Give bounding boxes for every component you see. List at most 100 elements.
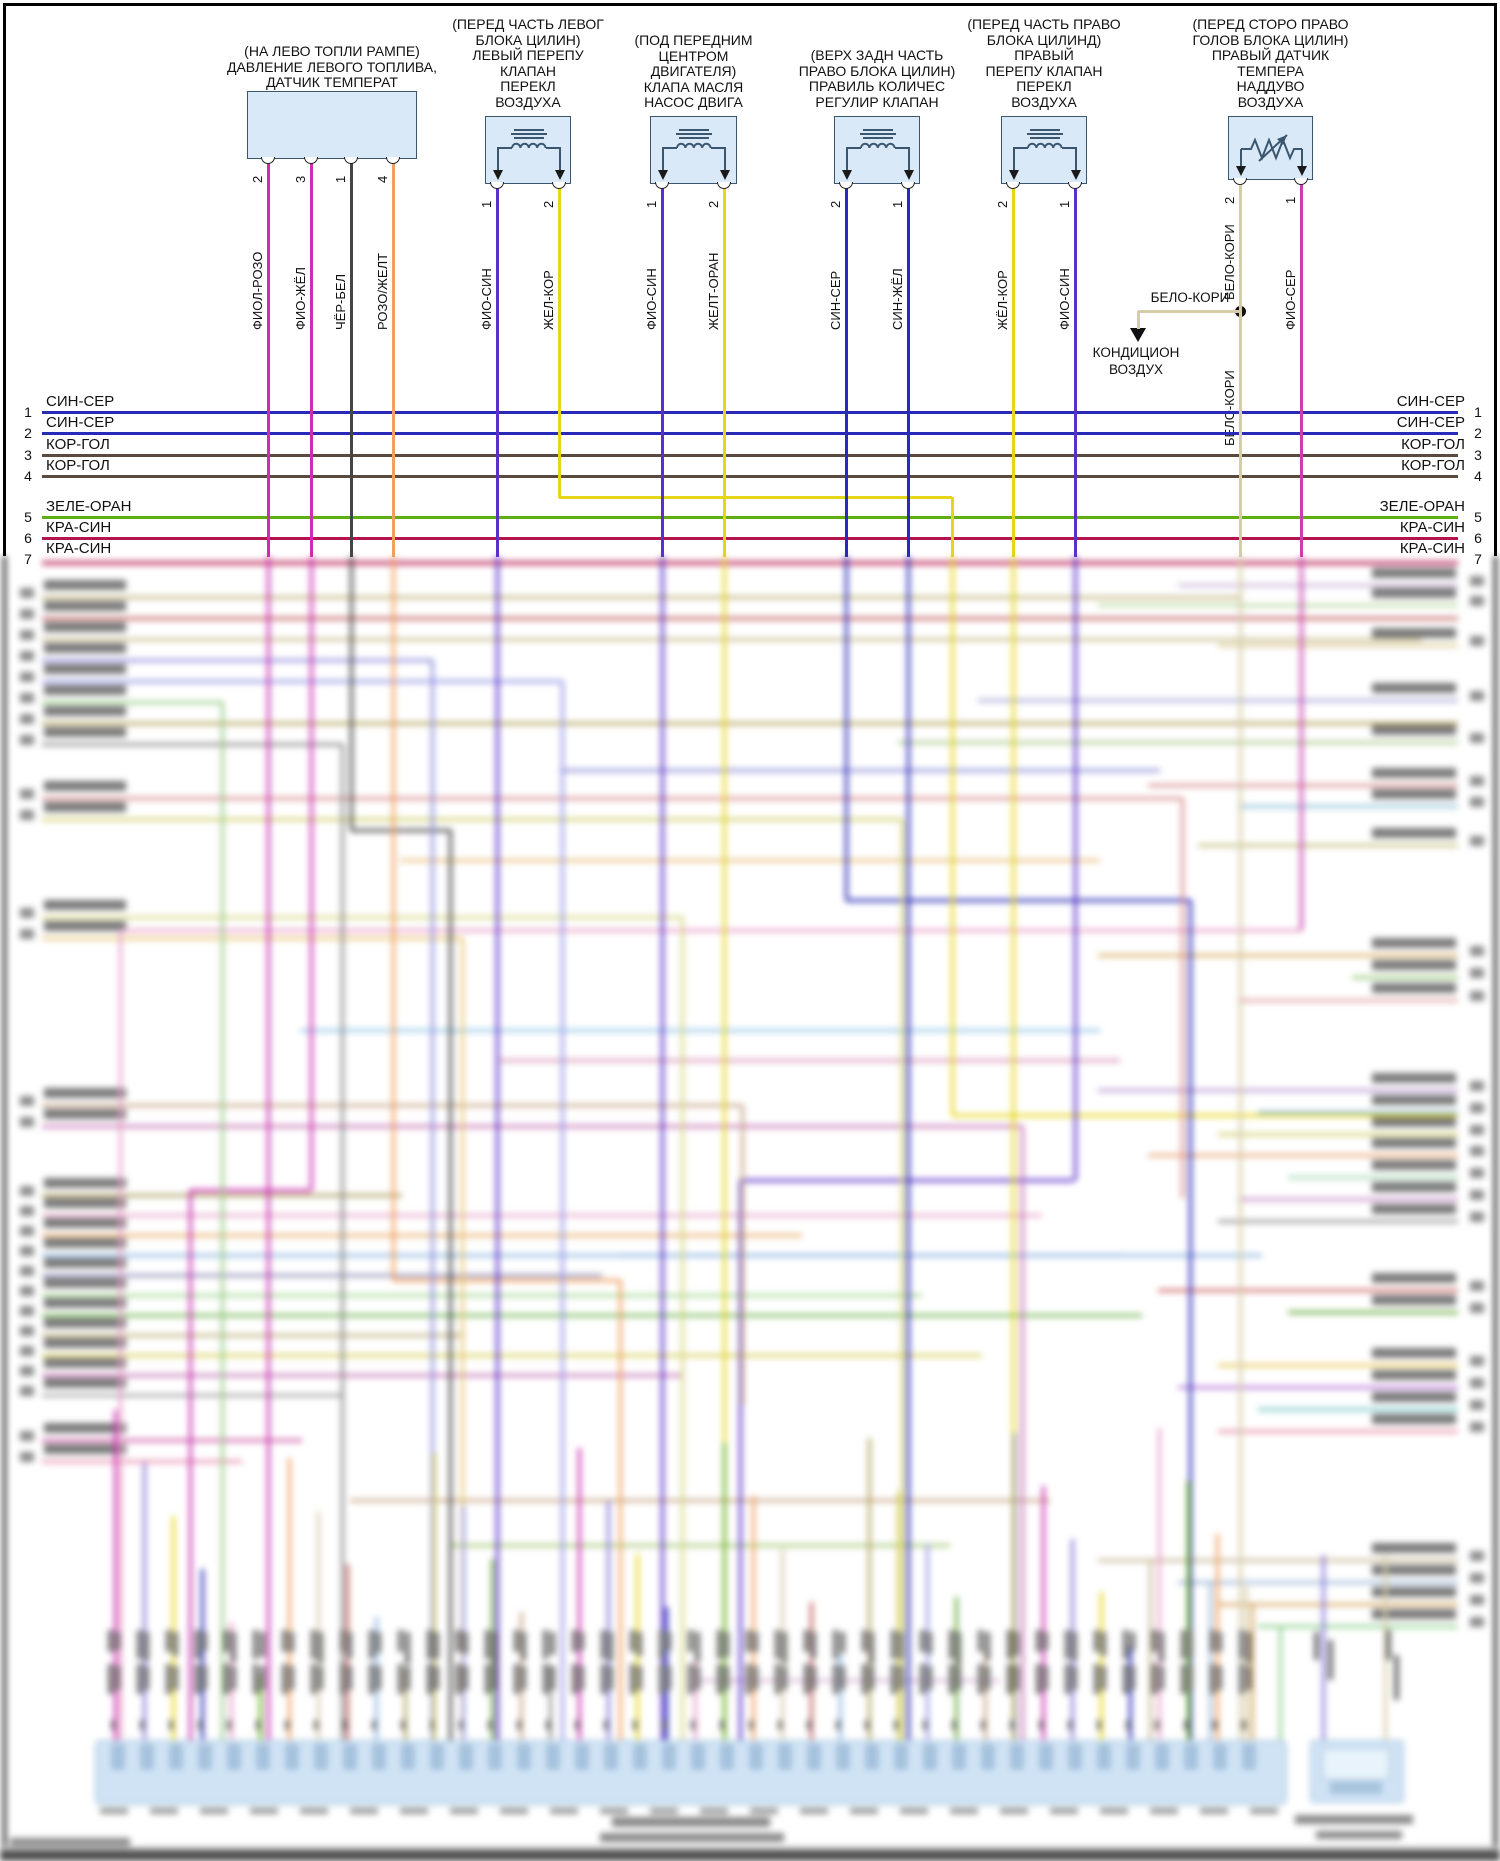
blur-wire — [42, 796, 1182, 800]
blur-text-blob — [1372, 1160, 1456, 1170]
blur-wire — [900, 819, 904, 1740]
blur-text-blob — [347, 1666, 352, 1690]
blur-text-blob — [311, 1664, 316, 1694]
connector-pin — [257, 1745, 269, 1769]
blur-text-blob — [981, 1720, 985, 1730]
blur-wire — [450, 1543, 950, 1547]
blur-text-blob — [840, 1666, 845, 1690]
blur-wire — [1238, 556, 1242, 1740]
blur-text-blob — [20, 789, 34, 799]
bus-number-left-1: 1 — [24, 404, 32, 420]
blur-wire — [1278, 1626, 1282, 1742]
blur-text-blob — [782, 1632, 787, 1663]
blur-text-blob — [1043, 1666, 1048, 1690]
blur-text-blob — [1372, 1609, 1456, 1619]
thermistor-icon — [1236, 134, 1307, 176]
blur-text-blob — [1470, 636, 1484, 646]
blur-text-blob — [514, 1664, 519, 1694]
blur-wire — [143, 1463, 146, 1742]
bus-number-right-4: 4 — [1474, 468, 1482, 484]
blur-text-blob — [1372, 1295, 1456, 1305]
blur-text-blob — [1242, 1720, 1246, 1730]
blur-text-blob — [340, 1664, 345, 1694]
blur-text-blob — [1184, 1720, 1188, 1730]
blur-text-blob — [456, 1630, 461, 1652]
connector-pin — [808, 1745, 820, 1769]
wire-segment — [1238, 178, 1242, 557]
pin-arc — [901, 182, 915, 189]
wire-segment — [1136, 311, 1140, 329]
blur-text-blob — [1159, 1666, 1164, 1690]
wire-segment — [1299, 178, 1303, 557]
blur-wire — [680, 917, 684, 1740]
blur-wire — [1129, 1645, 1132, 1742]
blur-text-blob — [1372, 1392, 1456, 1402]
blur-text-blob — [195, 1630, 200, 1659]
blur-text-blob — [202, 1666, 207, 1690]
pin-arc — [552, 182, 566, 189]
blur-wire — [42, 915, 682, 919]
blur-text-blob — [869, 1666, 874, 1690]
blur-wire — [897, 1491, 900, 1742]
junction-wire-label-below: БЕЛО-КОРИ — [1222, 370, 1237, 446]
blur-text-blob — [20, 1206, 34, 1216]
wire-segment — [1011, 182, 1015, 557]
blur-text-blob — [575, 1720, 579, 1730]
blur-text-blob — [369, 1664, 374, 1694]
side-connector-inner — [1322, 1748, 1390, 1780]
connector-pin — [373, 1745, 385, 1769]
blur-text-blob — [456, 1664, 461, 1694]
connector-pin — [750, 1745, 762, 1769]
blur-text-blob — [44, 1298, 126, 1308]
blur-text-blob — [1130, 1666, 1135, 1690]
pin-arc — [717, 182, 731, 189]
blur-text-blob — [144, 1666, 149, 1690]
blur-text-blob — [485, 1664, 490, 1694]
blur-text-blob — [1470, 1212, 1484, 1222]
blur-text-blob — [688, 1664, 693, 1694]
blur-text-blob — [137, 1630, 142, 1659]
connector-pin — [779, 1745, 791, 1769]
blur-text-blob — [1246, 1666, 1251, 1690]
blur-text-blob — [891, 1664, 896, 1694]
blur-text-blob — [778, 1720, 782, 1730]
blur-text-blob — [1372, 1117, 1456, 1127]
blur-wire — [1218, 1219, 1458, 1223]
blur-wire — [846, 898, 1190, 902]
blur-text-blob — [1372, 938, 1456, 948]
blur-text-blob — [1150, 1808, 1178, 1814]
blur-text-blob — [173, 1632, 178, 1656]
blur-text-blob — [44, 1258, 126, 1268]
blur-text-blob — [1123, 1664, 1128, 1694]
blur-text-blob — [20, 1366, 34, 1376]
blur-text-blob — [900, 1808, 928, 1814]
connector-pin — [228, 1745, 240, 1769]
blur-text-blob — [1372, 568, 1456, 578]
bus-label-left-3: КОР-ГОЛ — [46, 436, 110, 453]
blur-text-blob — [250, 1808, 278, 1814]
blur-wire — [1299, 556, 1303, 930]
blur-text-blob — [1295, 1815, 1413, 1824]
pin-number: 1 — [890, 200, 905, 208]
blur-text-blob — [1100, 1808, 1128, 1814]
blur-text-blob — [20, 1096, 34, 1106]
blur-text-blob — [44, 1444, 126, 1454]
blur-text-blob — [459, 1720, 463, 1730]
pin-number: 2 — [706, 200, 721, 208]
blur-text-blob — [44, 601, 126, 611]
blur-text-blob — [666, 1666, 671, 1690]
blur-text-blob — [1213, 1720, 1217, 1730]
blur-wire — [723, 1443, 726, 1742]
blur-text-blob — [144, 1632, 149, 1661]
blur-text-blob — [633, 1720, 637, 1730]
blur-text-blob — [1470, 991, 1484, 1001]
bus-wire-2 — [42, 431, 1458, 435]
blur-text-blob — [1101, 1666, 1106, 1690]
connector-pin — [576, 1745, 588, 1769]
blur-text-blob — [140, 1720, 144, 1730]
blur-text-blob — [1372, 1414, 1456, 1424]
blur-text-blob — [749, 1720, 753, 1730]
blur-text-blob — [200, 1808, 228, 1814]
blur-wire — [738, 1180, 742, 1740]
junction-branch-label: БЕЛО-КОРИ — [1150, 290, 1230, 305]
